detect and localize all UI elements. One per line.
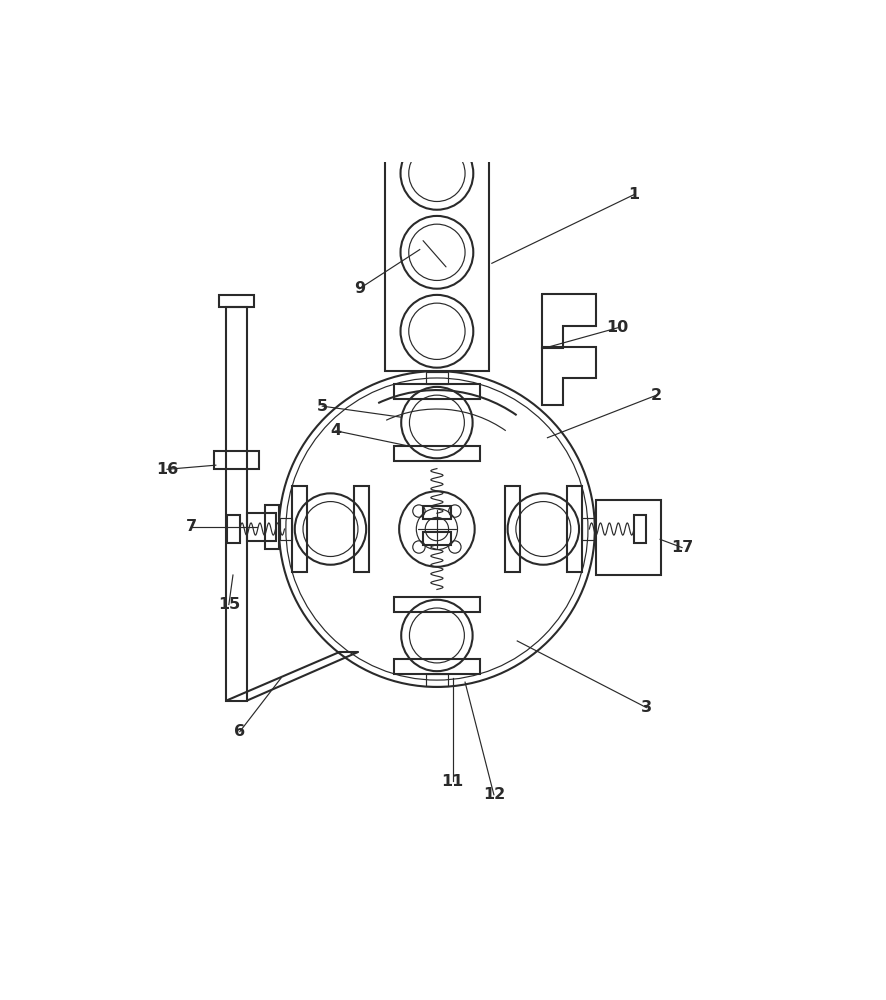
Text: 1: 1 — [628, 187, 640, 202]
Text: 15: 15 — [218, 597, 240, 612]
Bar — [219, 295, 253, 307]
Bar — [280, 518, 292, 540]
Text: 2: 2 — [651, 388, 662, 403]
Text: 3: 3 — [641, 700, 652, 715]
Text: 6: 6 — [234, 724, 245, 739]
Bar — [226, 307, 246, 701]
Bar — [228, 515, 240, 543]
Bar — [566, 486, 581, 572]
Text: 10: 10 — [606, 320, 629, 335]
Bar — [394, 597, 479, 612]
Bar — [426, 674, 448, 686]
Bar — [394, 659, 479, 674]
Text: 7: 7 — [186, 519, 198, 534]
Bar — [505, 486, 520, 572]
Bar — [581, 518, 594, 540]
Bar — [354, 486, 369, 572]
Text: 11: 11 — [441, 774, 464, 789]
Bar — [394, 446, 479, 461]
Text: 17: 17 — [671, 540, 693, 555]
Bar — [385, 124, 489, 371]
Bar — [265, 505, 279, 549]
Bar — [426, 372, 448, 384]
Text: 5: 5 — [316, 399, 328, 414]
Bar — [595, 500, 661, 575]
Bar — [424, 506, 451, 519]
Bar — [214, 451, 259, 469]
Bar — [246, 513, 276, 541]
Bar — [424, 532, 451, 545]
Text: 16: 16 — [156, 462, 178, 477]
Bar — [292, 486, 307, 572]
Bar — [634, 515, 646, 543]
Bar — [394, 384, 479, 399]
Text: 4: 4 — [330, 423, 341, 438]
Text: 9: 9 — [354, 281, 365, 296]
Text: 12: 12 — [483, 787, 505, 802]
